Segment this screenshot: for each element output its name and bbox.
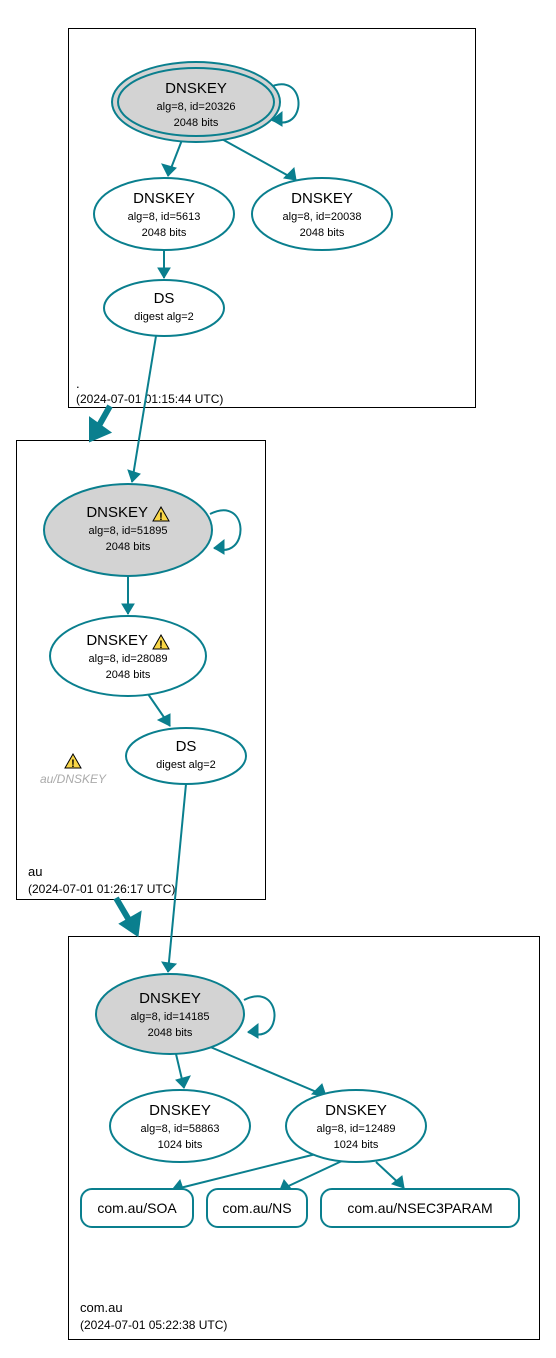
zone-root-label: .	[76, 376, 80, 391]
au-dnskey-warning-label: ! au/DNSKEY	[40, 752, 106, 788]
node-title: DNSKEY	[86, 504, 148, 521]
au-zsk-node: DNSKEY ! alg=8, id=28089 2048 bits	[48, 614, 208, 698]
root-ksk-node: DNSKEY alg=8, id=20326 2048 bits	[108, 60, 284, 144]
comau-nsec3param-node: com.au/NSEC3PARAM	[320, 1188, 520, 1228]
node-line3: 2048 bits	[174, 117, 219, 129]
comau-soa-node: com.au/SOA	[80, 1188, 194, 1228]
node-line2: digest alg=2	[134, 311, 194, 323]
node-line3: 2048 bits	[142, 227, 187, 239]
node-title: DNSKEY	[291, 190, 353, 207]
comau-zsk2-node: DNSKEY alg=8, id=12489 1024 bits	[284, 1088, 428, 1164]
node-line2: alg=8, id=20038	[283, 211, 362, 223]
node-title: DNSKEY	[325, 1102, 387, 1119]
comau-zsk1-node: DNSKEY alg=8, id=58863 1024 bits	[108, 1088, 252, 1164]
zone-au-label: au	[28, 864, 42, 879]
node-line2: digest alg=2	[156, 759, 216, 771]
node-title: DNSKEY	[86, 632, 148, 649]
root-zsk1-node: DNSKEY alg=8, id=5613 2048 bits	[92, 176, 236, 252]
node-title: DS	[176, 738, 197, 755]
rect-label: com.au/NSEC3PARAM	[347, 1200, 492, 1216]
node-line2: alg=8, id=20326	[157, 101, 236, 113]
node-line3: 2048 bits	[300, 227, 345, 239]
node-line2: alg=8, id=14185	[131, 1011, 210, 1023]
root-zsk2-node: DNSKEY alg=8, id=20038 2048 bits	[250, 176, 394, 252]
zone-root-timestamp: (2024-07-01 01:15:44 UTC)	[76, 392, 223, 406]
svg-text:!: !	[159, 639, 163, 650]
node-title: DNSKEY	[149, 1102, 211, 1119]
zone-comau-timestamp: (2024-07-01 05:22:38 UTC)	[80, 1318, 227, 1332]
warning-icon: !	[152, 634, 170, 650]
node-line2: alg=8, id=12489	[317, 1123, 396, 1135]
node-line3: 2048 bits	[148, 1027, 193, 1039]
comau-ksk-node: DNSKEY alg=8, id=14185 2048 bits	[94, 972, 246, 1056]
side-label-text: au/DNSKEY	[40, 772, 106, 786]
zone-comau-label: com.au	[80, 1300, 123, 1315]
node-title: DNSKEY	[139, 990, 201, 1007]
node-line3: 2048 bits	[106, 541, 151, 553]
rect-label: com.au/SOA	[97, 1200, 176, 1216]
node-title: DNSKEY	[133, 190, 195, 207]
node-line2: alg=8, id=51895	[89, 525, 168, 537]
warning-icon: !	[64, 753, 82, 769]
svg-text:!: !	[159, 511, 163, 522]
node-line3: 2048 bits	[106, 669, 151, 681]
node-title: DNSKEY	[165, 80, 227, 97]
node-line3: 1024 bits	[158, 1139, 203, 1151]
node-line2: alg=8, id=58863	[141, 1123, 220, 1135]
svg-text:!: !	[71, 758, 75, 769]
node-line2: alg=8, id=5613	[128, 211, 201, 223]
zone-au-timestamp: (2024-07-01 01:26:17 UTC)	[28, 882, 175, 896]
node-title: DS	[154, 290, 175, 307]
au-ksk-node: DNSKEY ! alg=8, id=51895 2048 bits	[42, 482, 214, 578]
rect-label: com.au/NS	[222, 1200, 291, 1216]
warning-icon: !	[152, 506, 170, 522]
node-line3: 1024 bits	[334, 1139, 379, 1151]
node-line2: alg=8, id=28089	[89, 653, 168, 665]
root-ds-node: DS digest alg=2	[102, 278, 226, 338]
au-ds-node: DS digest alg=2	[124, 726, 248, 786]
comau-ns-node: com.au/NS	[206, 1188, 308, 1228]
